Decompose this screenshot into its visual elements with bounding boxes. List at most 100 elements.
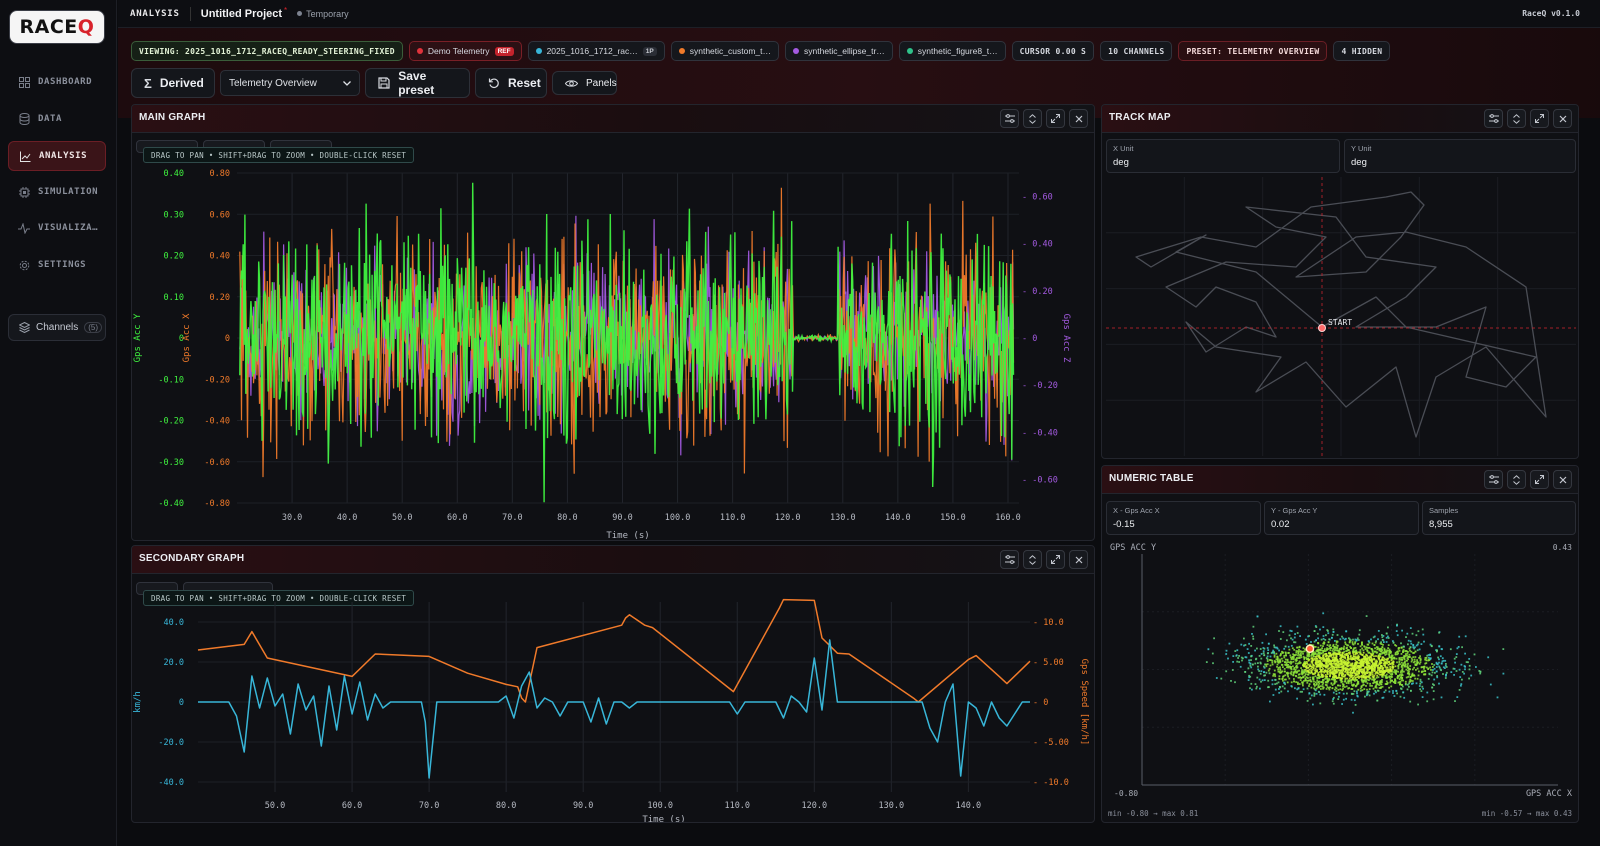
synthetic-custom-chip[interactable]: synthetic_custom_t…	[670, 41, 779, 61]
scatter-point	[1382, 668, 1384, 671]
scatter-point	[1335, 687, 1338, 690]
scatter-point	[1252, 625, 1255, 628]
scatter-point	[1374, 681, 1376, 684]
demo-telemetry-chip[interactable]: Demo Telemetry REF	[408, 41, 522, 61]
scatter-point	[1265, 665, 1268, 668]
main-graph-chart[interactable]: 30.0 40.0 50.0 60.0 70.0 80.0 90.0 100.0 110.0 12…	[132, 133, 1095, 541]
scatter-point	[1449, 648, 1452, 651]
chevrons-up-down-icon[interactable]	[1023, 550, 1042, 569]
scatter-point	[1342, 673, 1345, 676]
chevrons-up-down-icon[interactable]	[1507, 470, 1526, 489]
chevrons-up-down-icon[interactable]	[1507, 109, 1526, 128]
scatter-point	[1296, 663, 1299, 665]
close-icon[interactable]	[1553, 109, 1572, 128]
x-unit-field[interactable]: X Unit deg	[1106, 139, 1340, 173]
scatter-point	[1235, 654, 1238, 657]
save-preset-button[interactable]: Save preset	[365, 68, 470, 98]
scatter-point	[1313, 673, 1316, 675]
scatter-point	[1310, 667, 1312, 670]
scatter-point	[1316, 683, 1318, 685]
maximize-icon[interactable]	[1530, 109, 1549, 128]
x-tick-label: 110.0	[720, 513, 746, 523]
scatter-point	[1267, 669, 1270, 672]
scatter-point	[1360, 675, 1363, 678]
synthetic-figure8-chip[interactable]: synthetic_figure8_t…	[898, 41, 1006, 61]
project-title[interactable]: Untitled Project	[200, 7, 283, 20]
secondary-graph-chart[interactable]: 50.0 60.0 70.0 80.0 90.0 100.0 110.0 120.0 130.0…	[132, 574, 1095, 823]
scatter-point	[1365, 680, 1368, 683]
scatter-point	[1346, 692, 1348, 695]
scatter-point	[1284, 670, 1286, 673]
settings-sliders-icon[interactable]	[1484, 109, 1503, 128]
hidden-count-chip[interactable]: 4 HIDDEN	[1333, 41, 1391, 61]
scatter-point	[1318, 665, 1321, 668]
scatter-point	[1268, 659, 1271, 661]
scatter-point	[1299, 690, 1302, 693]
y-tick-label-acc-x: -0.20	[204, 375, 230, 385]
scatter-point	[1305, 660, 1308, 663]
scatter-point	[1412, 656, 1415, 658]
scatter-point	[1277, 668, 1279, 671]
scatter-point	[1294, 641, 1297, 644]
scatter-point	[1463, 665, 1466, 667]
viewing-chip[interactable]: VIEWING: 2025_1016_1712_RACEQ_READY_STEE…	[131, 41, 403, 61]
scatter-point	[1333, 646, 1336, 648]
settings-sliders-icon[interactable]	[1484, 470, 1503, 489]
scatter-point	[1368, 675, 1371, 678]
scatter-point	[1351, 658, 1354, 660]
panel-header: TRACK MAP	[1102, 105, 1578, 133]
sidebar-item-visualization[interactable]: VISUALIZA…	[8, 213, 106, 243]
settings-sliders-icon[interactable]	[1000, 550, 1019, 569]
scatter-point	[1323, 650, 1326, 652]
scatter-point	[1391, 669, 1393, 671]
scatter-point	[1345, 652, 1348, 655]
scatter-point	[1413, 666, 1415, 669]
chevrons-up-down-icon[interactable]	[1023, 109, 1042, 128]
scatter-point	[1326, 673, 1329, 675]
sidebar-item-settings[interactable]: SETTINGS	[8, 250, 106, 280]
panels-button[interactable]: Panels	[552, 71, 617, 95]
scatter-point	[1325, 657, 1328, 660]
maximize-icon[interactable]	[1046, 109, 1065, 128]
scatter-point	[1385, 651, 1388, 653]
derived-button[interactable]: Σ Derived	[131, 68, 215, 98]
scatter-point	[1436, 663, 1439, 666]
scatter-point	[1310, 671, 1313, 674]
close-icon[interactable]	[1553, 470, 1572, 489]
sidebar-item-data[interactable]: DATA	[8, 104, 106, 134]
scatter-point	[1347, 654, 1349, 657]
scatter-point	[1401, 658, 1404, 661]
main-graph-panel: MAIN GRAPH DRAG TO PAN • SHIFT+DRAG TO Z…	[131, 104, 1095, 541]
maximize-icon[interactable]	[1530, 470, 1549, 489]
scatter-point	[1317, 642, 1320, 645]
scatter-point	[1355, 674, 1357, 676]
sidebar-item-analysis[interactable]: ANALYSIS	[8, 141, 106, 171]
scatter-point	[1452, 667, 1455, 670]
scatter-point	[1409, 678, 1412, 681]
y-unit-field[interactable]: Y Unit deg	[1344, 139, 1576, 173]
preset-select[interactable]: Telemetry Overview	[220, 70, 360, 96]
settings-sliders-icon[interactable]	[1000, 109, 1019, 128]
synthetic-ellipse-chip[interactable]: synthetic_ellipse_tr…	[785, 41, 893, 61]
track-map-canvas[interactable]: START	[1106, 177, 1576, 456]
session-chip[interactable]: 2025_1016_1712_rac… 1P	[527, 41, 665, 61]
reset-button[interactable]: Reset	[475, 68, 547, 98]
sidebar-item-simulation[interactable]: SIMULATION	[8, 177, 106, 207]
scatter-point	[1248, 676, 1251, 679]
raceq-logo[interactable]: RACEQ	[9, 10, 105, 44]
scatter-point	[1384, 654, 1387, 656]
scatter-point	[1409, 646, 1412, 649]
close-icon[interactable]	[1069, 550, 1088, 569]
panel-header: SECONDARY GRAPH	[132, 546, 1094, 574]
scatter-point	[1322, 656, 1325, 659]
scatter-point	[1319, 644, 1322, 647]
scatter-point	[1348, 651, 1350, 654]
close-icon[interactable]	[1069, 109, 1088, 128]
scatter-point	[1358, 675, 1361, 678]
sidebar-item-dashboard[interactable]: DASHBOARD	[8, 67, 106, 97]
maximize-icon[interactable]	[1046, 550, 1065, 569]
scatter-point	[1337, 662, 1340, 665]
channels-button[interactable]: Channels (5)	[8, 314, 106, 341]
scatter-point	[1332, 643, 1335, 646]
